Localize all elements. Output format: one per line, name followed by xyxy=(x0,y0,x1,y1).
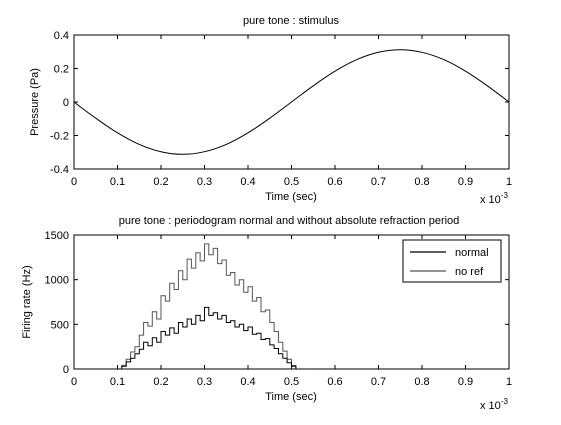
periodogram-title: pure tone : periodogram normal and witho… xyxy=(119,215,460,227)
stimulus-y-tick-label: 0.4 xyxy=(54,30,69,42)
periodogram-series-normal xyxy=(117,306,305,370)
stimulus-x-tick-label: 0.9 xyxy=(458,176,473,188)
stimulus-y-tick-label: 0.2 xyxy=(54,64,69,76)
periodogram-x-multiplier-exponent: -3 xyxy=(501,397,509,406)
stimulus-x-multiplier-exponent: -3 xyxy=(501,191,509,200)
stimulus-x-multiplier: x 10-3 xyxy=(480,191,508,206)
stimulus-title: pure tone : stimulus xyxy=(243,15,339,27)
legend-box xyxy=(402,239,502,283)
stimulus-x-tick-label: 0.1 xyxy=(110,176,125,188)
periodogram-x-tick-label: 0.8 xyxy=(414,376,429,388)
periodogram-x-tick-label: 0.1 xyxy=(110,376,125,388)
stimulus-x-tick-label: 0.3 xyxy=(197,176,212,188)
stimulus-x-tick-label: 0.2 xyxy=(153,176,168,188)
stimulus-x-label: Time (sec) xyxy=(265,191,317,203)
periodogram-x-multiplier: x 10-3 xyxy=(480,397,508,412)
periodogram-x-tick-label: 0.6 xyxy=(327,376,342,388)
legend-label-normal: normal xyxy=(455,247,489,259)
stimulus-y-tick-label: 0 xyxy=(63,97,69,109)
stimulus-x-tick-label: 0 xyxy=(71,176,77,188)
periodogram-y-tick-label: 1500 xyxy=(45,230,69,242)
stimulus-x-tick-label: 0.6 xyxy=(327,176,342,188)
stimulus-x-tick-label: 0.4 xyxy=(240,176,255,188)
stimulus-series xyxy=(73,49,510,155)
periodogram-series-no-ref xyxy=(117,243,305,370)
legend: normal no ref xyxy=(402,239,502,283)
periodogram-x-tick-label: 0 xyxy=(71,376,77,388)
periodogram-x-tick-labels: 0 0.1 0.2 0.3 0.4 0.5 0.6 0.7 0.8 0.9 1 xyxy=(71,376,512,388)
stimulus-y-tick-label: -0.4 xyxy=(50,164,69,176)
periodogram-x-tick-label: 0.2 xyxy=(153,376,168,388)
periodogram-axes: pure tone : periodogram normal and witho… xyxy=(21,215,512,412)
periodogram-y-label: Firing rate (Hz) xyxy=(21,265,33,338)
stimulus-x-tick-label: 0.5 xyxy=(284,176,299,188)
stimulus-series-pressure xyxy=(73,49,510,155)
stimulus-x-tick-label: 0.8 xyxy=(414,176,429,188)
periodogram-y-tick-label: 0 xyxy=(63,364,69,376)
periodogram-x-tick-label: 0.3 xyxy=(197,376,212,388)
stimulus-x-tick-label: 0.7 xyxy=(371,176,386,188)
periodogram-x-tick-label: 0.9 xyxy=(458,376,473,388)
periodogram-series xyxy=(117,243,305,370)
periodogram-x-tick-label: 0.7 xyxy=(371,376,386,388)
stimulus-axes: pure tone : stimulus 0 0.1 0.2 0.3 0.4 0.5 0.6… xyxy=(29,15,512,206)
periodogram-x-tick-label: 0.5 xyxy=(284,376,299,388)
stimulus-y-label: Pressure (Pa) xyxy=(29,68,41,136)
periodogram-y-tick-label: 1000 xyxy=(45,275,69,287)
periodogram-x-tick-label: 0.4 xyxy=(240,376,255,388)
stimulus-x-tick-labels: 0 0.1 0.2 0.3 0.4 0.5 0.6 0.7 0.8 0.9 1 xyxy=(71,176,512,188)
stimulus-x-tick-label: 1 xyxy=(506,176,512,188)
periodogram-x-label: Time (sec) xyxy=(265,391,317,403)
stimulus-y-tick-label: -0.2 xyxy=(50,131,69,143)
periodogram-y-tick-labels: 0 500 1000 1500 xyxy=(45,230,69,376)
periodogram-y-tick-label: 500 xyxy=(51,319,69,331)
stimulus-y-tick-labels: -0.4 -0.2 0 0.2 0.4 xyxy=(50,30,69,176)
legend-label-no-ref: no ref xyxy=(455,266,484,278)
periodogram-x-tick-label: 1 xyxy=(506,376,512,388)
